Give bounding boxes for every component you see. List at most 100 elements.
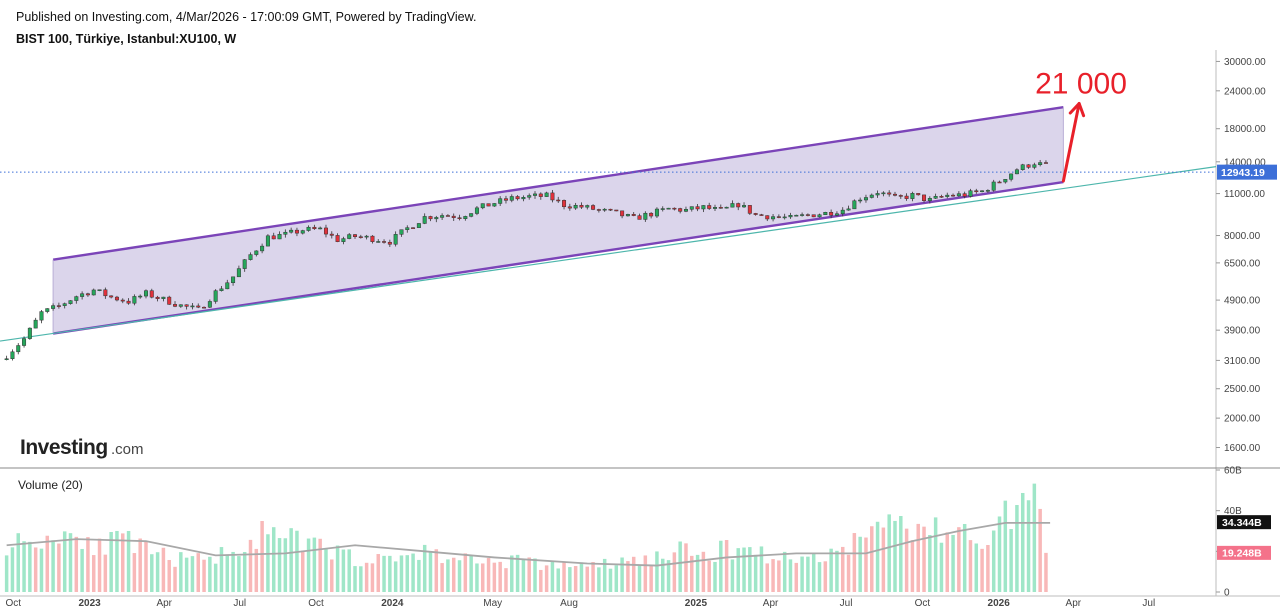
candle xyxy=(1020,163,1025,171)
candle-up-body xyxy=(480,203,485,209)
volume-bar-up xyxy=(184,557,189,592)
candle-down-body xyxy=(718,207,723,209)
volume-bar-down xyxy=(881,527,886,592)
volume-bar-down xyxy=(167,559,171,592)
volume-bar-up xyxy=(800,556,804,592)
volume-bar-down xyxy=(771,559,775,592)
candle-up-body xyxy=(1032,164,1037,168)
candle xyxy=(771,213,776,222)
candle-down-body xyxy=(428,216,433,220)
candle-up-body xyxy=(39,311,44,321)
candle xyxy=(184,304,189,310)
volume-bar-up xyxy=(788,559,793,592)
volume-bar-down xyxy=(1044,552,1048,592)
candle-up-body xyxy=(393,234,398,245)
volume-bar-up xyxy=(213,563,218,592)
volume-bar-down xyxy=(86,537,90,592)
time-tick-label: Oct xyxy=(915,598,931,609)
candle xyxy=(620,210,625,219)
candle xyxy=(167,295,172,305)
candle-up-body xyxy=(817,214,822,218)
volume-ma-badge xyxy=(1217,515,1271,530)
candle xyxy=(689,206,694,212)
price-tick-label: 8000.00 xyxy=(1224,231,1261,242)
candle xyxy=(202,306,207,309)
candle xyxy=(39,310,44,324)
candle xyxy=(509,194,514,203)
volume-bar-up xyxy=(126,530,131,592)
candle-up-body xyxy=(469,213,474,217)
volume-bar-down xyxy=(684,543,688,592)
candle-up-body xyxy=(881,192,886,195)
candle xyxy=(51,303,56,311)
candle xyxy=(916,193,921,196)
volume-bar-down xyxy=(968,540,973,592)
candle xyxy=(701,205,706,213)
candle xyxy=(538,192,543,200)
candle-up-body xyxy=(800,214,805,216)
price-axis[interactable]: 30000.00 24000.00 18000.00 14000.00 11000.00… xyxy=(1216,57,1277,454)
candle xyxy=(956,191,961,197)
volume-bar-down xyxy=(777,560,781,592)
candle-down-body xyxy=(1026,164,1031,168)
candle-down-body xyxy=(591,205,596,210)
candle xyxy=(10,349,15,361)
volume-ma-line xyxy=(6,521,1051,567)
time-axis[interactable]: Oct 2023 Apr Jul Oct 2024 May Aug 2025 Apr Jul Oct 2… xyxy=(5,598,1155,609)
volume-bar-down xyxy=(260,521,264,592)
candle xyxy=(974,188,979,194)
volume-bar-down xyxy=(33,547,38,592)
volume-bar-up xyxy=(759,546,764,592)
price-tick-label: 3100.00 xyxy=(1224,356,1261,367)
price-tick-label: 30000.00 xyxy=(1224,57,1266,68)
candle-up-body xyxy=(521,197,526,200)
volume-bar-down xyxy=(544,565,549,592)
candle xyxy=(109,295,114,299)
volume-bar-up xyxy=(899,516,903,592)
volume-bar-down xyxy=(527,557,531,592)
volume-bar-up xyxy=(405,555,410,592)
volume-bar-down xyxy=(724,540,729,592)
candle-down-body xyxy=(120,299,125,302)
candle xyxy=(515,195,520,201)
volume-bar-down xyxy=(864,537,868,592)
candle xyxy=(440,213,445,220)
price-channel xyxy=(52,105,1064,335)
candle xyxy=(562,199,567,210)
volume-bar-up xyxy=(730,559,735,592)
candle-up-body xyxy=(416,223,421,228)
candle-up-body xyxy=(254,250,259,255)
candlestick-series xyxy=(4,159,1048,361)
candle-up-body xyxy=(794,214,799,217)
volume-bar-up xyxy=(10,547,15,592)
volume-bar-up xyxy=(1009,529,1013,592)
candle xyxy=(213,289,218,304)
candle xyxy=(196,303,201,309)
volume-bar-up xyxy=(782,551,787,592)
candle xyxy=(318,226,323,230)
volume-bar-up xyxy=(597,567,601,592)
candle xyxy=(126,298,131,305)
volume-bar-up xyxy=(579,562,584,592)
candle xyxy=(120,298,125,304)
candle xyxy=(312,224,317,230)
volume-bar-down xyxy=(945,532,949,592)
candle xyxy=(33,317,38,329)
candle xyxy=(765,215,770,222)
candle-up-body xyxy=(788,215,793,218)
volume-bar-down xyxy=(1038,508,1042,592)
candle-up-body xyxy=(45,308,50,312)
volume-bar-down xyxy=(434,549,439,592)
candle-up-body xyxy=(51,305,56,309)
symbol-title: BIST 100, Türkiye, Istanbul:XU100, W xyxy=(16,32,237,46)
price-panel[interactable] xyxy=(0,50,1280,597)
volume-bar-up xyxy=(4,555,9,592)
candle-down-body xyxy=(776,216,781,218)
volume-bar-up xyxy=(1026,500,1031,592)
volume-bar-down xyxy=(986,544,990,592)
volume-bar-down xyxy=(138,538,142,592)
volume-bar-down xyxy=(794,562,799,592)
candle-down-body xyxy=(974,190,979,192)
volume-bar-up xyxy=(655,551,659,592)
